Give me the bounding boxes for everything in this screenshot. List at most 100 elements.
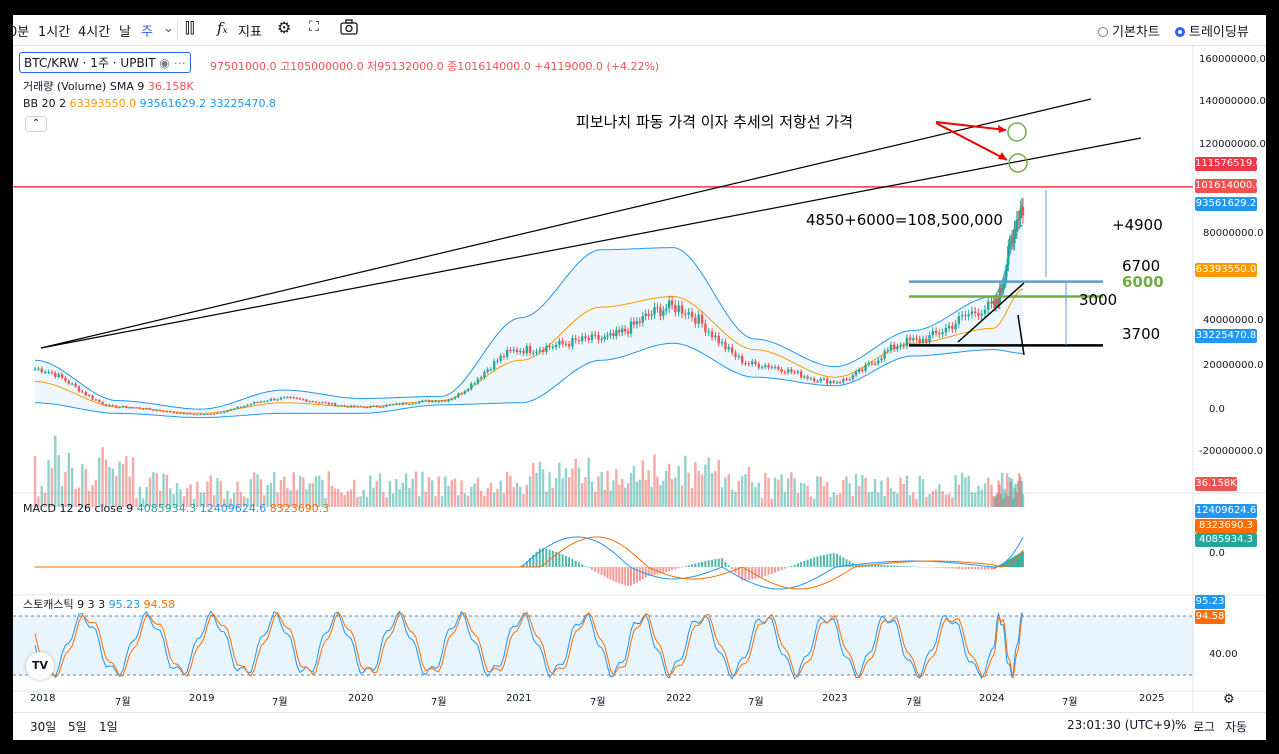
volume-bar (829, 497, 832, 507)
volume-bar (886, 477, 890, 507)
stoch-k-line (34, 610, 1024, 680)
candle-body (463, 391, 467, 394)
candle-body (964, 315, 967, 317)
fullscreen-icon[interactable]: ⛶ (309, 19, 319, 35)
volume-bar (1005, 473, 1009, 507)
macd-hist-bar (944, 567, 947, 569)
volume-bar (594, 491, 597, 507)
volume-bar (558, 462, 561, 507)
macd-hist-bar (967, 567, 970, 570)
indicators-button[interactable]: 지표 (238, 25, 262, 40)
interval-1h[interactable]: 1시간 (38, 25, 71, 40)
volume-bar (957, 484, 961, 507)
macd-hist-bar (941, 567, 944, 569)
macd-hist-bar (874, 564, 877, 567)
volume-bar (162, 473, 165, 507)
percent-toggle[interactable]: % (1175, 718, 1187, 732)
volume-bar (905, 475, 909, 507)
candle-body (434, 400, 437, 402)
volume-bar (980, 489, 983, 507)
macd-hist-bar (922, 567, 925, 568)
log-toggle[interactable]: 로그 (1193, 720, 1216, 734)
volume-bar (298, 475, 302, 507)
volume-bar (597, 476, 600, 507)
main-chart[interactable] (13, 45, 1266, 712)
macd-hist-bar (829, 553, 832, 567)
candle-body (189, 413, 192, 415)
volume-bar (677, 466, 680, 507)
macd-hist-bar (653, 567, 656, 575)
symbol-box[interactable]: BTC/KRW · 1주 · UPBIT ◉ ⋯ (19, 52, 191, 73)
volume-bar (444, 476, 447, 507)
macd-hist-bar (783, 567, 786, 569)
ohlc-values: 97501000.0 고105000000.0 저95132000.0 종101… (210, 60, 660, 73)
candle-body (641, 316, 644, 323)
time-axis-label: 7월 (431, 697, 447, 708)
range-5d[interactable]: 5일 (68, 720, 87, 734)
interval-0m[interactable]: 0분 (13, 25, 30, 40)
bb-basis-tag: 63393550.0 (1195, 263, 1257, 277)
volume-bar (91, 485, 94, 507)
volume-bar (476, 477, 480, 507)
candle-body (131, 407, 135, 409)
volume-bar (519, 486, 522, 507)
volume-bar (457, 495, 460, 507)
candle-body (148, 408, 152, 410)
interval-4h[interactable]: 4시간 (78, 25, 111, 40)
volume-bar (165, 474, 169, 507)
auto-toggle[interactable]: 자동 (1225, 720, 1248, 734)
interval-week[interactable]: 주 (141, 25, 153, 40)
volume-bar (1021, 494, 1025, 507)
volume-bar (1014, 483, 1017, 507)
function-icon[interactable]: fₓ (217, 19, 228, 37)
candle-body (473, 383, 476, 385)
volume-bar (659, 485, 662, 507)
macd-hist-bar (826, 554, 829, 567)
chevron-down-icon[interactable]: ⌄ (163, 21, 174, 36)
volume-bar (206, 481, 209, 507)
volume-bar (770, 498, 774, 507)
candle-body (87, 395, 91, 397)
macd-hist-bar (555, 551, 558, 567)
collapse-legend-button[interactable]: ⌃ (25, 116, 47, 132)
candle-body (333, 403, 337, 406)
volume-bar (54, 435, 57, 507)
volume-bar (337, 488, 340, 507)
mode-basic-radio[interactable]: 기본차트 (1098, 21, 1160, 40)
volume-bar (734, 491, 737, 507)
tradingview-logo[interactable]: TV (26, 652, 54, 680)
eye-icon[interactable]: ◉ (159, 56, 170, 70)
volume-bar (714, 471, 717, 507)
candle-body (690, 312, 694, 318)
candle-body (574, 338, 577, 340)
macd-hist-bar (905, 566, 908, 567)
more-icon[interactable]: ⋯ (173, 56, 186, 70)
candle-body (444, 400, 447, 402)
candle-body (43, 371, 47, 373)
gear-icon[interactable]: ⚙ (277, 18, 292, 37)
volume-bar (114, 476, 118, 507)
macd-hist-bar (987, 567, 990, 570)
range-30d[interactable]: 30일 (30, 720, 57, 734)
camera-icon[interactable] (340, 19, 358, 39)
macd-hist-bar (704, 560, 707, 567)
candle-body (91, 395, 94, 400)
macd-hist-bar (615, 567, 618, 583)
candle-body (650, 314, 653, 316)
mode-trading-radio[interactable]: 트레이딩뷰 (1175, 21, 1249, 40)
candle-body (232, 408, 236, 410)
volume-bar (694, 462, 697, 507)
candle-style-icon[interactable]: ⫿⫿ (185, 19, 195, 37)
settings-gear-icon[interactable]: ⚙ (1223, 692, 1235, 707)
candle-body (362, 406, 365, 408)
range-1d[interactable]: 1일 (99, 720, 118, 734)
volume-bar (128, 476, 131, 507)
volume-bar (1018, 473, 1021, 507)
time-axis-label: 7월 (272, 697, 288, 708)
candle-body (84, 391, 87, 396)
candle-body (269, 398, 273, 401)
volume-bar (492, 492, 496, 507)
macd-hist-bar (757, 567, 760, 578)
interval-day[interactable]: 날 (119, 25, 131, 40)
candle-body (1015, 219, 1019, 232)
